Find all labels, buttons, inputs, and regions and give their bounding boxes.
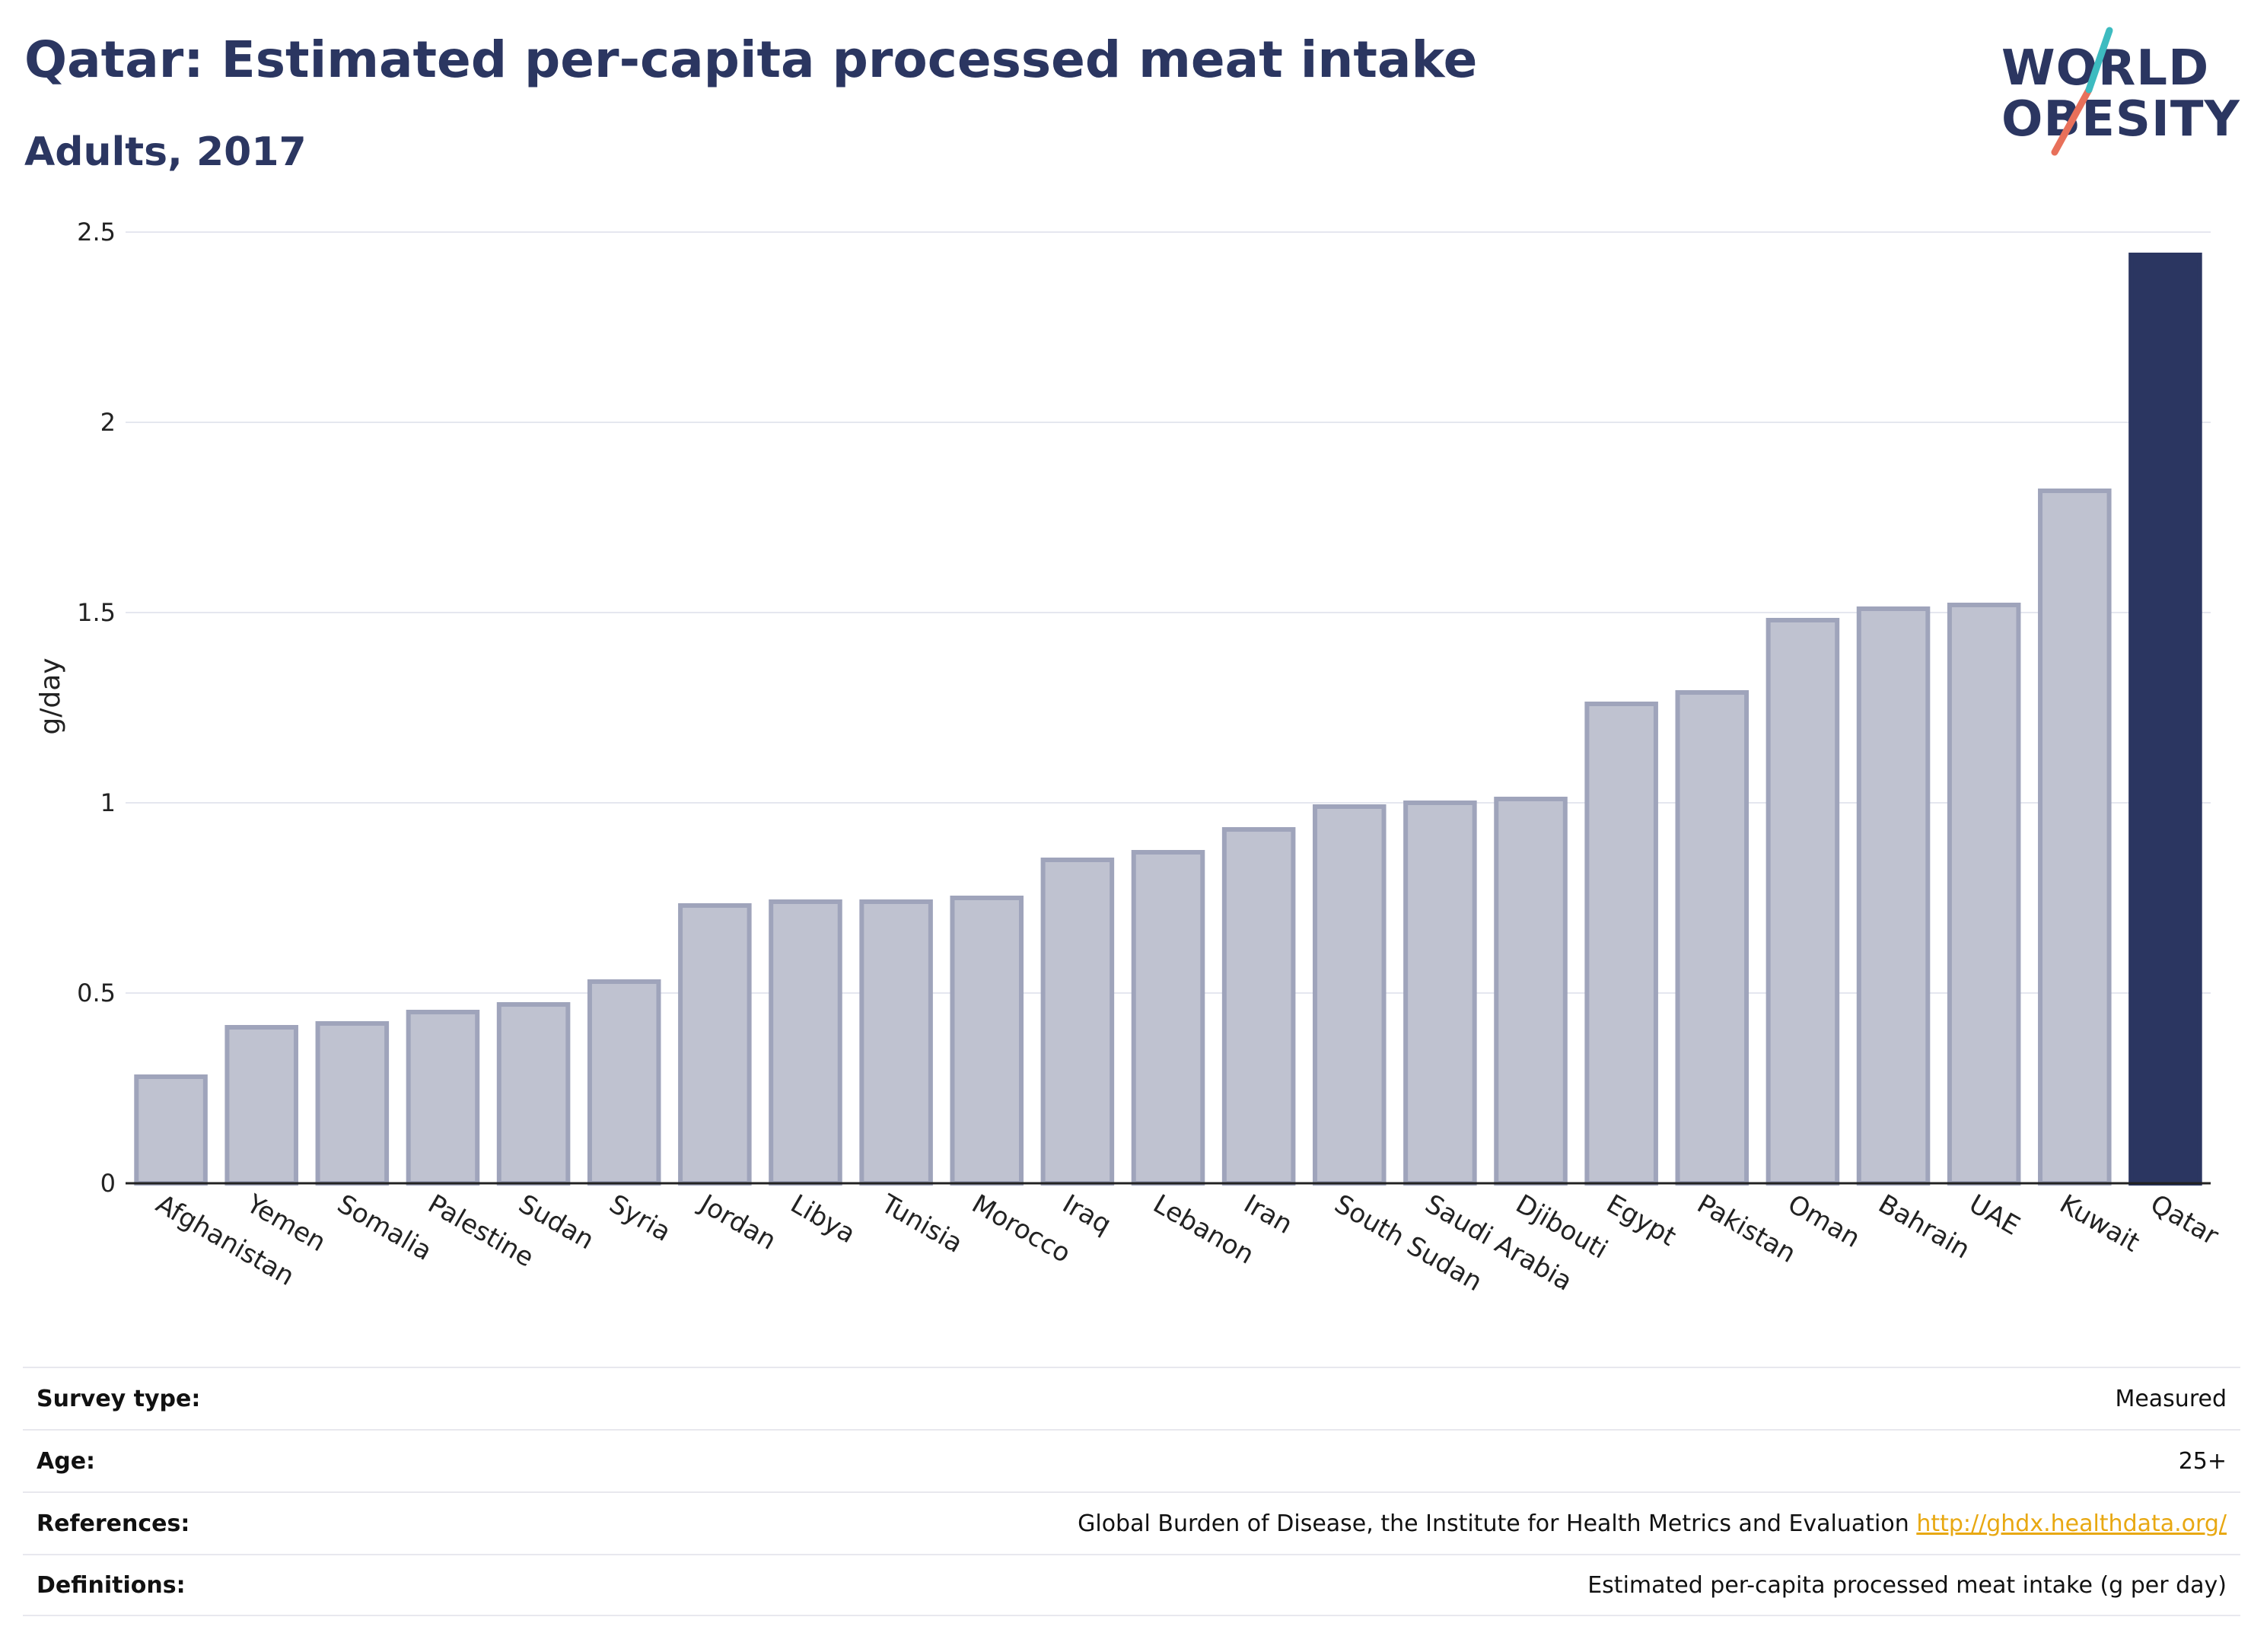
x-tick-label: Jordan [693,1188,781,1256]
metadata-row-survey-type: Survey type: Measured [23,1367,2240,1429]
bar-afghanistan [134,1074,208,1186]
bar-south-sudan [1312,804,1387,1186]
y-tick-label: 1.5 [77,598,116,627]
bar-jordan [678,903,752,1186]
x-tick-label: Bahrain [1874,1189,1976,1265]
metadata-table: Survey type: Measured Age: 25+ Reference… [23,1367,2240,1616]
bar-bahrain [1856,606,1931,1186]
chart-subtitle: Adults, 2017 [24,129,307,175]
x-tick-label: Iraq [1057,1189,1116,1240]
x-tick-label: Syria [604,1189,676,1248]
y-tick-label: 2 [100,408,116,437]
metadata-value: Measured [2115,1385,2227,1412]
bar-uae [1947,603,2021,1186]
world-obesity-logo: WORLD OBESITY [1979,23,2240,167]
logo-word-obesity: OBESITY [2001,91,2240,148]
bar-egypt [1584,702,1658,1186]
bar-libya [769,899,842,1186]
x-tick-label: Libya [785,1189,861,1249]
bar-saudi-arabia [1403,801,1477,1186]
y-tick-label: 2.5 [77,218,116,247]
x-tick-label: Tunisia [875,1189,967,1259]
x-tick-label: Lebanon [1148,1189,1259,1270]
metadata-value: Global Burden of Disease, the Institute … [1078,1510,1909,1537]
bar-syria [587,979,661,1186]
metadata-label: Survey type: [37,1385,201,1412]
x-tick-label: UAE [1964,1189,2025,1241]
y-tick-label: 0.5 [77,979,116,1007]
bar-oman [1765,618,1840,1186]
reference-link[interactable]: http://ghdx.healthdata.org/ [1916,1510,2227,1537]
bar-sudan [496,1002,571,1186]
bar-kuwait [2038,489,2112,1186]
x-tick-label: Somalia [332,1189,437,1267]
bar-lebanon [1131,850,1205,1186]
y-axis-title: g/day [35,657,66,734]
metadata-value: Estimated per-capita processed meat inta… [1587,1571,2227,1599]
x-tick-label: Pakistan [1692,1189,1800,1269]
bar-iraq [1040,858,1115,1186]
x-tick-label: Iran [1239,1189,1297,1240]
bar-palestine [406,1010,480,1186]
metadata-label: References: [37,1510,190,1537]
metadata-row-references: References: Global Burden of Disease, th… [23,1491,2240,1554]
x-tick-label: Kuwait [2055,1189,2144,1258]
bar-pakistan [1675,690,1750,1186]
y-tick-label: 0 [100,1169,116,1198]
bars [126,253,2211,1186]
bar-tunisia [859,899,933,1186]
bar-somalia [315,1021,390,1186]
logo-slash-icon [2051,27,2113,156]
metadata-label: Age: [37,1447,96,1475]
bar-qatar [2128,253,2202,1186]
metadata-row-definitions: Definitions: Estimated per-capita proces… [23,1554,2240,1616]
metadata-label: Definitions: [37,1571,186,1599]
metadata-value-wrap: Global Burden of Disease, the Institute … [1078,1510,2227,1537]
bar-iran [1221,827,1296,1186]
y-axis-ticks: 0 0.5 1 1.5 2 2.5 [77,218,116,1198]
metadata-row-age: Age: 25+ [23,1429,2240,1491]
x-tick-label: Morocco [966,1189,1075,1269]
metadata-value: 25+ [2178,1447,2227,1475]
x-tick-label: Egypt [1601,1189,1681,1253]
bar-morocco [950,896,1024,1186]
bar-yemen [224,1025,298,1186]
bar-djibouti [1494,797,1568,1186]
x-tick-label: Qatar [2145,1189,2224,1252]
chart-title: Qatar: Estimated per-capita processed me… [24,30,1478,89]
y-tick-label: 1 [100,788,116,817]
